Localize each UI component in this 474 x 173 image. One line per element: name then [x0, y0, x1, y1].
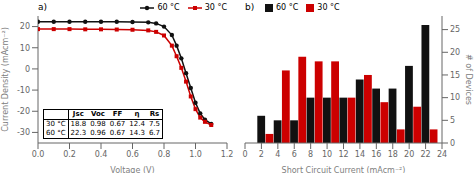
html-text:12.4: 12.4	[129, 120, 145, 128]
html-text:Voc: Voc	[90, 110, 105, 118]
html-text:0.96: 0.96	[90, 129, 106, 137]
svg-text:20: 20	[450, 48, 460, 57]
svg-text:12: 12	[338, 150, 348, 159]
svg-text:10: 10	[450, 93, 460, 102]
html-text:b): b)	[245, 2, 255, 12]
html-text:0.67: 0.67	[109, 120, 126, 128]
svg-text:10: 10	[20, 44, 30, 53]
svg-text:10: 10	[322, 150, 332, 159]
svg-text:Voltage (V): Voltage (V)	[110, 166, 154, 173]
svg-text:0.6: 0.6	[126, 150, 139, 159]
svg-text:25: 25	[450, 25, 460, 34]
svg-text:14: 14	[355, 150, 365, 159]
svg-text:20: 20	[20, 22, 30, 31]
svg-text:8: 8	[308, 150, 313, 159]
html-text:60 °C: 60 °C	[157, 3, 180, 12]
html-text:a): a)	[38, 2, 47, 12]
svg-text:0.4: 0.4	[95, 150, 108, 159]
html-text:0.67: 0.67	[109, 129, 126, 137]
svg-text:-30: -30	[17, 128, 30, 137]
svg-text:1.0: 1.0	[189, 150, 202, 159]
svg-text:2: 2	[259, 150, 264, 159]
svg-text:6: 6	[292, 150, 297, 159]
svg-text:18: 18	[388, 150, 398, 159]
svg-text:0: 0	[25, 65, 30, 74]
svg-text:22: 22	[420, 150, 430, 159]
html-text:60 °C: 60 °C	[46, 129, 66, 137]
svg-text:5: 5	[450, 116, 455, 125]
html-text:22.3: 22.3	[70, 129, 87, 137]
html-text:60 °C: 60 °C	[276, 3, 299, 12]
html-text:η: η	[134, 110, 140, 118]
svg-text:0: 0	[450, 139, 455, 148]
html-text:30 °C: 30 °C	[317, 3, 340, 12]
svg-text:1.2: 1.2	[221, 150, 234, 159]
html-text:14.3: 14.3	[129, 129, 145, 137]
html-text:18.8: 18.8	[70, 120, 87, 128]
svg-text:15: 15	[450, 71, 460, 80]
html-text:6.7: 6.7	[148, 129, 160, 137]
svg-text:16: 16	[371, 150, 381, 159]
html-text:30 °C: 30 °C	[46, 120, 66, 128]
html-text:7.5: 7.5	[148, 120, 160, 128]
svg-text:0.0: 0.0	[32, 150, 45, 159]
html-text:Rs: Rs	[149, 110, 160, 118]
svg-text:0: 0	[242, 150, 247, 159]
svg-text:24: 24	[437, 150, 447, 159]
svg-text:-10: -10	[17, 86, 30, 95]
svg-text:Current Density (mAcm⁻²): Current Density (mAcm⁻²)	[8, 27, 10, 132]
html-text:30 °C: 30 °C	[204, 3, 227, 12]
svg-text:0.2: 0.2	[63, 150, 76, 159]
svg-text:-20: -20	[17, 107, 30, 116]
svg-text:# of Devices: # of Devices	[464, 54, 466, 105]
html-text:Jsc: Jsc	[72, 110, 84, 118]
html-text:FF: FF	[112, 110, 123, 118]
html-text:0.98: 0.98	[90, 120, 106, 128]
svg-text:Short Circuit Current (mAcm⁻²): Short Circuit Current (mAcm⁻²)	[282, 166, 406, 173]
svg-text:20: 20	[404, 150, 414, 159]
svg-text:0.8: 0.8	[158, 150, 171, 159]
svg-text:4: 4	[275, 150, 280, 159]
